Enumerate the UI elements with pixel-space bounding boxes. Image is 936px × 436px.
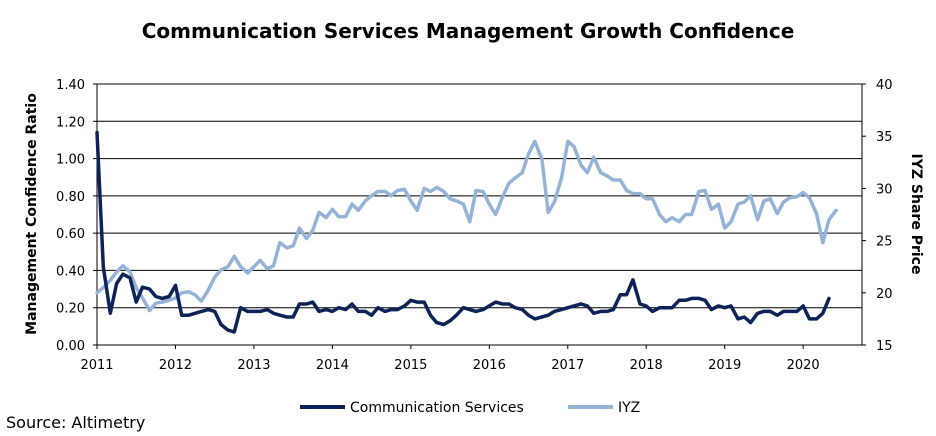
x-tick-label-0: 2011 <box>80 358 113 373</box>
y-axis-title: Management Confidence Ratio <box>24 93 40 335</box>
y-tick-label-1: 0.20 <box>56 302 85 317</box>
series-layer <box>95 130 838 334</box>
y2-axis-ticks: 15 20 25 30 35 40 <box>862 78 893 354</box>
legend: Communication Services IYZ <box>300 400 640 416</box>
y2-axis-title: IYZ Share Price <box>908 154 924 275</box>
y-tick-label-5: 1.00 <box>56 153 85 168</box>
chart-title: Communication Services Management Growth… <box>142 19 795 43</box>
source-note: Source: Altimetry <box>6 413 145 432</box>
x-tick-label-1: 2012 <box>159 358 192 373</box>
x-axis-ticks: 2011 2012 2013 2014 2015 2016 2017 2018 2019 2020 <box>80 345 820 373</box>
x-tick-label-2: 2013 <box>237 358 270 373</box>
x-tick-label-8: 2019 <box>708 358 741 373</box>
y2-tick-label-3: 30 <box>876 182 893 197</box>
x-tick-label-6: 2017 <box>551 358 584 373</box>
plot-frame <box>96 84 863 346</box>
y2-tick-label-2: 25 <box>876 235 893 250</box>
series-line-communication-services <box>95 130 831 334</box>
y2-tick-label-5: 40 <box>876 78 893 93</box>
legend-label-communication-services: Communication Services <box>350 400 524 416</box>
x-tick-label-7: 2018 <box>630 358 663 373</box>
y2-tick-label-0: 15 <box>876 339 893 354</box>
y-tick-label-4: 0.80 <box>56 190 85 205</box>
y-axis-ticks: 0.00 0.20 0.40 0.60 0.80 1.00 1.20 1.40 <box>56 78 97 354</box>
gridlines <box>97 83 862 309</box>
y-tick-label-0: 0.00 <box>56 339 85 354</box>
x-tick-label-5: 2016 <box>473 358 506 373</box>
series-line-iyz <box>95 139 838 313</box>
y-tick-label-6: 1.20 <box>56 115 85 130</box>
x-tick-label-4: 2015 <box>394 358 427 373</box>
y2-tick-label-1: 20 <box>876 287 893 302</box>
x-tick-label-9: 2020 <box>787 358 820 373</box>
y-tick-label-3: 0.60 <box>56 227 85 242</box>
y2-tick-label-4: 35 <box>876 130 893 145</box>
x-tick-label-3: 2014 <box>316 358 349 373</box>
y-tick-label-2: 0.40 <box>56 264 85 279</box>
y-tick-label-7: 1.40 <box>56 78 85 93</box>
legend-label-iyz: IYZ <box>618 400 640 416</box>
